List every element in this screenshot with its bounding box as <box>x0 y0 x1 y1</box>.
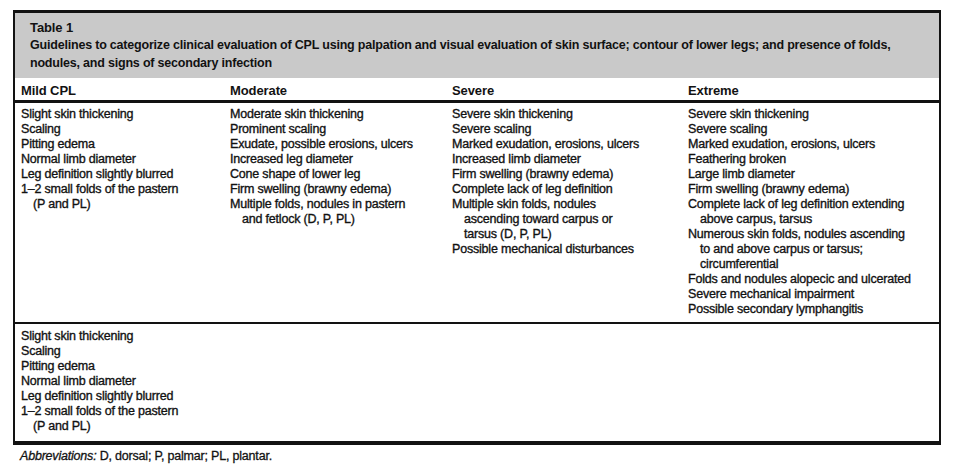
table-cell-line: Prominent scaling <box>230 122 452 137</box>
table-cell-mild-cpl-2: Slight skin thickeningScalingPitting ede… <box>21 329 230 434</box>
table-cell-mild-cpl: Slight skin thickeningScalingPitting ede… <box>21 107 230 317</box>
table-cell-line: Possible secondary lymphangitis <box>688 302 939 317</box>
table-cell-line: Increased leg diameter <box>230 152 452 167</box>
table-cell-line: Complete lack of leg definition extendin… <box>688 197 939 212</box>
page: Table 1 Guidelines to categorize clinica… <box>0 0 956 473</box>
table-cell-line: Increased limb diameter <box>452 152 688 167</box>
table-cell-line: 1–2 small folds of the pastern <box>21 182 230 197</box>
table-1-frame: Table 1 Guidelines to categorize clinica… <box>13 10 941 445</box>
table-cell-line: Moderate skin thickening <box>230 107 452 122</box>
table-cell-moderate: Moderate skin thickeningProminent scalin… <box>230 107 452 317</box>
column-header-moderate: Moderate <box>230 83 452 98</box>
table-cell-line: Slight skin thickening <box>21 329 230 344</box>
table-cell-line: Normal limb diameter <box>21 374 230 389</box>
table-section-2: Slight skin thickeningScalingPitting ede… <box>15 324 939 441</box>
table-cell-line: Normal limb diameter <box>21 152 230 167</box>
table-cell-line: Marked exudation, erosions, ulcers <box>452 137 688 152</box>
table-label: Table 1 <box>30 20 923 36</box>
table-cell-extreme: Severe skin thickeningSevere scalingMark… <box>688 107 939 317</box>
table-caption-band: Table 1 Guidelines to categorize clinica… <box>15 13 939 78</box>
table-cell-line: Scaling <box>21 344 230 359</box>
column-header-severe: Severe <box>452 83 688 98</box>
table-cell-extreme-2 <box>688 329 939 434</box>
column-header-mild-cpl: Mild CPL <box>21 83 230 98</box>
table-cell-line: Exudate, possible erosions, ulcers <box>230 137 452 152</box>
table-cell-line: Firm swelling (brawny edema) <box>230 182 452 197</box>
table-cell-line: Marked exudation, erosions, ulcers <box>688 137 939 152</box>
column-header-extreme: Extreme <box>688 83 939 98</box>
table-cell-line: Severe scaling <box>688 122 939 137</box>
table-header-row: Mild CPL Moderate Severe Extreme <box>15 83 939 103</box>
table-section-1: Slight skin thickeningScalingPitting ede… <box>15 103 939 322</box>
table-cell-line: Severe skin thickening <box>452 107 688 122</box>
table-cell-line: Possible mechanical disturbances <box>452 242 688 257</box>
table-cell-line: Folds and nodules alopecic and ulcerated <box>688 272 939 287</box>
table-cell-line: Numerous skin folds, nodules ascending <box>688 227 939 242</box>
table-cell-line: and fetlock (D, P, PL) <box>230 212 452 227</box>
table-cell-moderate-2 <box>230 329 452 434</box>
table-cell-line: Slight skin thickening <box>21 107 230 122</box>
table-cell-line: circumferential <box>688 257 939 272</box>
abbreviations-footnote: Abbreviations: D, dorsal; P, palmar; PL,… <box>20 448 272 464</box>
table-cell-line: Multiple skin folds, nodules <box>452 197 688 212</box>
table-cell-line: Firm swelling (brawny edema) <box>688 182 939 197</box>
table-cell-line: Feathering broken <box>688 152 939 167</box>
table-cell-line: ascending toward carpus or <box>452 212 688 227</box>
table-cell-line: Pitting edema <box>21 137 230 152</box>
table-cell-line: (P and PL) <box>21 197 230 212</box>
table-cell-line: Cone shape of lower leg <box>230 167 452 182</box>
table-cell-line: Pitting edema <box>21 359 230 374</box>
table-cell-line: above carpus, tarsus <box>688 212 939 227</box>
table-cell-line: Scaling <box>21 122 230 137</box>
table-cell-line: Complete lack of leg definition <box>452 182 688 197</box>
table-cell-line: Severe skin thickening <box>688 107 939 122</box>
table-cell-severe: Severe skin thickeningSevere scalingMark… <box>452 107 688 317</box>
abbreviations-text: D, dorsal; P, palmar; PL, plantar. <box>100 449 272 463</box>
table-cell-line: Leg definition slightly blurred <box>21 167 230 182</box>
table-cell-severe-2 <box>452 329 688 434</box>
table-cell-line: (P and PL) <box>21 419 230 434</box>
table-cell-line: 1–2 small folds of the pastern <box>21 404 230 419</box>
table-cell-line: Severe scaling <box>452 122 688 137</box>
table-cell-line: Severe mechanical impairment <box>688 287 939 302</box>
table-cell-line: Large limb diameter <box>688 167 939 182</box>
table-cell-line: to and above carpus or tarsus; <box>688 242 939 257</box>
abbreviations-label: Abbreviations: <box>20 449 96 463</box>
table-cell-line: Firm swelling (brawny edema) <box>452 167 688 182</box>
table-cell-line: Leg definition slightly blurred <box>21 389 230 404</box>
table-cell-line: Multiple folds, nodules in pastern <box>230 197 452 212</box>
table-caption: Guidelines to categorize clinical evalua… <box>30 36 923 72</box>
table-cell-line: tarsus (D, P, PL) <box>452 227 688 242</box>
